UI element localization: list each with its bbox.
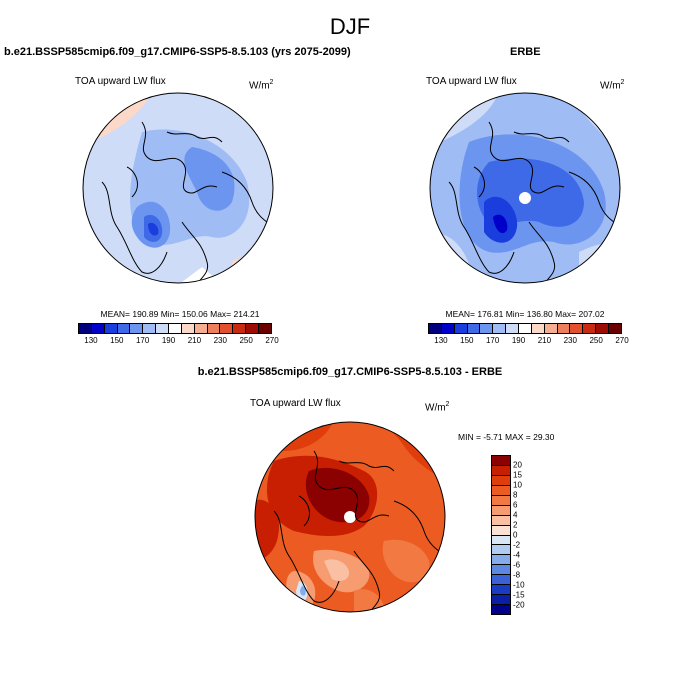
diff-colorbar-swatch — [492, 485, 510, 496]
model-colorbar-swatch — [169, 324, 182, 333]
obs-colorbar-swatch — [506, 324, 520, 333]
model-colorbar-swatch — [143, 324, 157, 333]
obs-colorbar-swatch — [429, 324, 442, 333]
obs-colorbar-swatch — [519, 324, 532, 333]
diff-colorbar — [491, 455, 511, 615]
model-colorbar-tick-label: 210 — [187, 336, 202, 345]
diff-variable-label: TOA upward LW flux — [250, 398, 341, 409]
diff-colorbar-labels: 20 15 10 8 6 4 2 0 -2 -4 -6 -8 -10 -15 -20 — [513, 455, 543, 615]
diff-colorbar-swatch — [492, 515, 510, 526]
model-colorbar-tick-label: 130 — [84, 336, 98, 345]
diff-colorbar-swatch — [492, 595, 510, 606]
diff-stats: MIN = -5.71 MAX = 29.30 — [458, 432, 555, 442]
model-colorbar-swatch — [79, 324, 92, 333]
diff-panel-title: b.e21.BSSP585cmip6.f09_g17.CMIP6-SSP5-8.… — [197, 366, 503, 378]
obs-colorbar-tick-label: 230 — [563, 336, 577, 345]
diff-colorbar-swatch — [492, 475, 510, 486]
diff-colorbar-swatch — [492, 575, 510, 586]
diff-colorbar-swatch — [492, 555, 510, 566]
model-colorbar-tick-label: 250 — [239, 336, 253, 345]
diff-colorbar-swatch — [492, 525, 510, 536]
diff-colorbar-swatch — [492, 545, 510, 556]
model-colorbar-swatch — [233, 324, 247, 333]
obs-colorbar-tick-label: 130 — [434, 336, 448, 345]
diff-colorbar-swatch — [492, 505, 510, 516]
diff-colorbar-tick-label: -2 — [513, 540, 521, 550]
diff-colorbar-tick-label: -15 — [513, 590, 525, 600]
model-panel-title: b.e21.BSSP585cmip6.f09_g17.CMIP6-SSP5-8.… — [4, 46, 351, 58]
obs-colorbar-swatch — [583, 324, 597, 333]
diff-colorbar-tick-label: 8 — [513, 490, 518, 500]
obs-colorbar-labels: 130 150 170 190 210 230 250 270 — [428, 336, 628, 348]
model-colorbar-swatch — [259, 324, 271, 333]
figure-title: DJF — [329, 14, 371, 39]
obs-units-label: W/m2 — [600, 79, 625, 92]
model-colorbar-swatch — [220, 324, 234, 333]
obs-colorbar — [428, 323, 622, 334]
model-colorbar-swatch — [181, 324, 195, 333]
obs-colorbar-tick-label: 270 — [615, 336, 629, 345]
obs-colorbar-swatch — [531, 324, 545, 333]
obs-colorbar-swatch — [467, 324, 481, 333]
diff-colorbar-swatch — [492, 585, 510, 596]
model-colorbar-swatch — [246, 324, 260, 333]
obs-panel-title: ERBE — [510, 46, 541, 58]
obs-colorbar-tick-label: 210 — [537, 336, 552, 345]
diff-colorbar-tick-label: 0 — [513, 530, 518, 540]
diff-colorbar-tick-label: -4 — [513, 550, 521, 560]
diff-colorbar-swatch — [492, 465, 510, 476]
model-colorbar-swatch — [104, 324, 118, 333]
model-colorbar-labels: 130 150 170 190 210 230 250 270 — [78, 336, 278, 348]
obs-colorbar-swatch — [609, 324, 621, 333]
diff-colorbar-tick-label: -8 — [513, 570, 521, 580]
model-colorbar-tick-label: 170 — [135, 336, 150, 345]
obs-colorbar-swatch — [544, 324, 558, 333]
diff-colorbar-tick-label: -6 — [513, 560, 521, 570]
diff-colorbar-tick-label: -10 — [513, 580, 525, 590]
diff-colorbar-swatch — [492, 605, 510, 614]
model-colorbar-tick-label: 230 — [213, 336, 227, 345]
obs-colorbar-swatch — [557, 324, 571, 333]
obs-colorbar-swatch — [441, 324, 455, 333]
diff-polar-map — [254, 421, 446, 613]
model-colorbar-swatch — [194, 324, 208, 333]
obs-variable-label: TOA upward LW flux — [426, 76, 517, 87]
model-colorbar-tick-label: 190 — [161, 336, 176, 345]
diff-colorbar-tick-label: 15 — [513, 470, 522, 480]
model-colorbar-swatch — [130, 324, 144, 333]
model-colorbar-swatch — [91, 324, 105, 333]
model-colorbar — [78, 323, 272, 334]
diff-colorbar-tick-label: 6 — [513, 500, 518, 510]
obs-colorbar-swatch — [480, 324, 494, 333]
obs-colorbar-tick-label: 250 — [589, 336, 603, 345]
diff-colorbar-swatch — [492, 565, 510, 576]
obs-colorbar-tick-label: 190 — [511, 336, 526, 345]
diff-colorbar-swatch — [492, 456, 510, 466]
model-colorbar-tick-label: 270 — [265, 336, 279, 345]
obs-polar-map — [429, 92, 621, 284]
obs-colorbar-swatch — [596, 324, 610, 333]
obs-colorbar-tick-label: 170 — [485, 336, 500, 345]
obs-colorbar-tick-label: 150 — [460, 336, 474, 345]
model-stats: MEAN= 190.89 Min= 150.06 Max= 214.21 — [100, 309, 260, 319]
diff-units-label: W/m2 — [425, 401, 450, 414]
model-colorbar-swatch — [117, 324, 131, 333]
model-colorbar-swatch — [207, 324, 221, 333]
diff-colorbar-tick-label: -20 — [513, 600, 525, 610]
model-colorbar-swatch — [156, 324, 170, 333]
diff-colorbar-swatch — [492, 535, 510, 546]
obs-colorbar-swatch — [493, 324, 507, 333]
model-colorbar-tick-label: 150 — [110, 336, 124, 345]
obs-colorbar-swatch — [570, 324, 584, 333]
diff-colorbar-swatch — [492, 495, 510, 506]
obs-colorbar-swatch — [454, 324, 468, 333]
diff-colorbar-tick-label: 20 — [513, 460, 522, 470]
obs-stats: MEAN= 176.81 Min= 136.80 Max= 207.02 — [445, 309, 605, 319]
model-units-label: W/m2 — [249, 79, 274, 92]
diff-colorbar-tick-label: 4 — [513, 510, 518, 520]
diff-colorbar-tick-label: 2 — [513, 520, 518, 530]
diff-colorbar-tick-label: 10 — [513, 480, 522, 490]
model-variable-label: TOA upward LW flux — [75, 76, 166, 87]
model-polar-map — [82, 92, 274, 284]
